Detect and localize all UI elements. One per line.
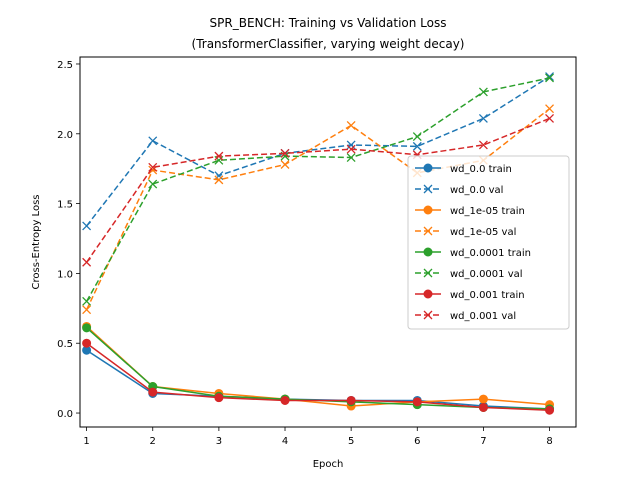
data-point	[148, 387, 158, 397]
data-point	[148, 162, 158, 172]
data-point	[280, 395, 290, 405]
x-tick-label: 4	[282, 436, 288, 447]
x-tick-label: 1	[83, 436, 89, 447]
series-wd-0-0001-val	[82, 73, 555, 306]
data-point	[423, 268, 433, 278]
data-point	[545, 113, 555, 123]
legend-label: wd_1e-05 train	[450, 206, 525, 217]
data-point	[423, 310, 433, 320]
legend-label: wd_0.001 val	[450, 311, 516, 322]
data-point	[346, 120, 356, 130]
series-line	[85, 108, 551, 311]
data-point	[82, 323, 92, 333]
x-tick-label: 5	[348, 436, 354, 447]
series-line	[86, 342, 550, 411]
legend-entry: wd_0.001 val	[415, 310, 516, 322]
data-point	[423, 205, 433, 215]
legend-entry: wd_0.0 train	[415, 163, 512, 175]
data-point	[545, 72, 555, 82]
data-point	[346, 140, 356, 150]
legend-label: wd_0.001 train	[450, 290, 525, 301]
x-tick-label: 3	[216, 436, 222, 447]
data-point	[545, 405, 555, 415]
data-point	[478, 113, 488, 123]
y-tick-label: 2.5	[57, 60, 73, 71]
data-point	[412, 141, 422, 151]
axes-frame	[79, 56, 577, 428]
data-point	[423, 184, 433, 194]
y-axis-label: Cross-Entropy Loss	[31, 195, 42, 290]
y-tick-label: 0.0	[57, 409, 73, 420]
series-wd-0-001-train	[82, 338, 555, 415]
series-wd-0-001-val	[82, 113, 555, 267]
chart-title: SPR_BENCH: Training vs Validation Loss	[210, 16, 447, 30]
series-line	[85, 117, 550, 263]
data-point	[478, 402, 488, 412]
data-point	[148, 136, 158, 146]
legend-entry: wd_0.0 val	[415, 184, 503, 196]
legend-entry: wd_0.0001 train	[415, 247, 531, 259]
x-tick-label: 6	[414, 436, 420, 447]
legend-entry: wd_1e-05 val	[415, 226, 516, 238]
data-point	[82, 257, 92, 267]
legend: wd_0.0 train wd_0.0 val wd_1e-05 train wd_1…	[407, 155, 570, 330]
data-point	[412, 132, 422, 142]
x-tick-label: 7	[480, 436, 486, 447]
data-point	[214, 171, 224, 181]
y-tick-label: 0.5	[57, 339, 73, 350]
legend-label: wd_0.0 train	[450, 164, 512, 175]
data-point	[214, 155, 224, 165]
data-point	[280, 160, 290, 169]
legend-entry: wd_1e-05 train	[415, 205, 525, 217]
data-point	[346, 395, 356, 405]
data-point	[82, 338, 92, 348]
x-tick-label: 8	[546, 436, 552, 447]
y-tick-label: 2.0	[57, 130, 73, 141]
data-point	[82, 305, 92, 315]
data-point	[478, 87, 488, 97]
data-point	[423, 289, 433, 299]
series-line	[85, 77, 550, 302]
data-point	[346, 144, 356, 154]
chart-subtitle: (TransformerClassifier, varying weight d…	[192, 37, 465, 51]
legend-label: wd_0.0001 val	[450, 269, 523, 280]
y-tick-label: 1.0	[57, 269, 73, 280]
plot-area	[82, 72, 555, 415]
legend-frame	[407, 155, 570, 330]
x-tick-label: 2	[150, 436, 156, 447]
data-point	[280, 148, 290, 158]
data-point	[478, 140, 488, 150]
data-point	[346, 153, 356, 162]
series-line	[86, 75, 550, 227]
data-point	[148, 179, 158, 189]
data-point	[478, 394, 488, 404]
data-point	[545, 104, 555, 114]
data-point	[214, 393, 224, 403]
axes-ticks: 1 2 3 4 5 6 7 8 0.0 0.5 1.0 1.5 2.0 2.5	[57, 60, 553, 447]
legend-entry: wd_0.001 train	[415, 289, 525, 301]
legend-entry: wd_0.0001 val	[415, 268, 523, 280]
data-point	[545, 73, 555, 83]
legend-label: wd_0.0 val	[450, 185, 503, 196]
data-point	[423, 226, 433, 236]
data-point	[82, 221, 92, 231]
data-point	[214, 151, 224, 161]
data-point	[214, 175, 224, 185]
data-point	[82, 296, 92, 306]
legend-label: wd_1e-05 val	[450, 227, 516, 238]
data-point	[423, 163, 433, 173]
data-point	[412, 397, 422, 407]
x-axis-label: Epoch	[313, 459, 344, 470]
data-point	[423, 247, 433, 257]
legend-label: wd_0.0001 train	[450, 248, 531, 259]
y-tick-label: 1.5	[57, 200, 73, 211]
